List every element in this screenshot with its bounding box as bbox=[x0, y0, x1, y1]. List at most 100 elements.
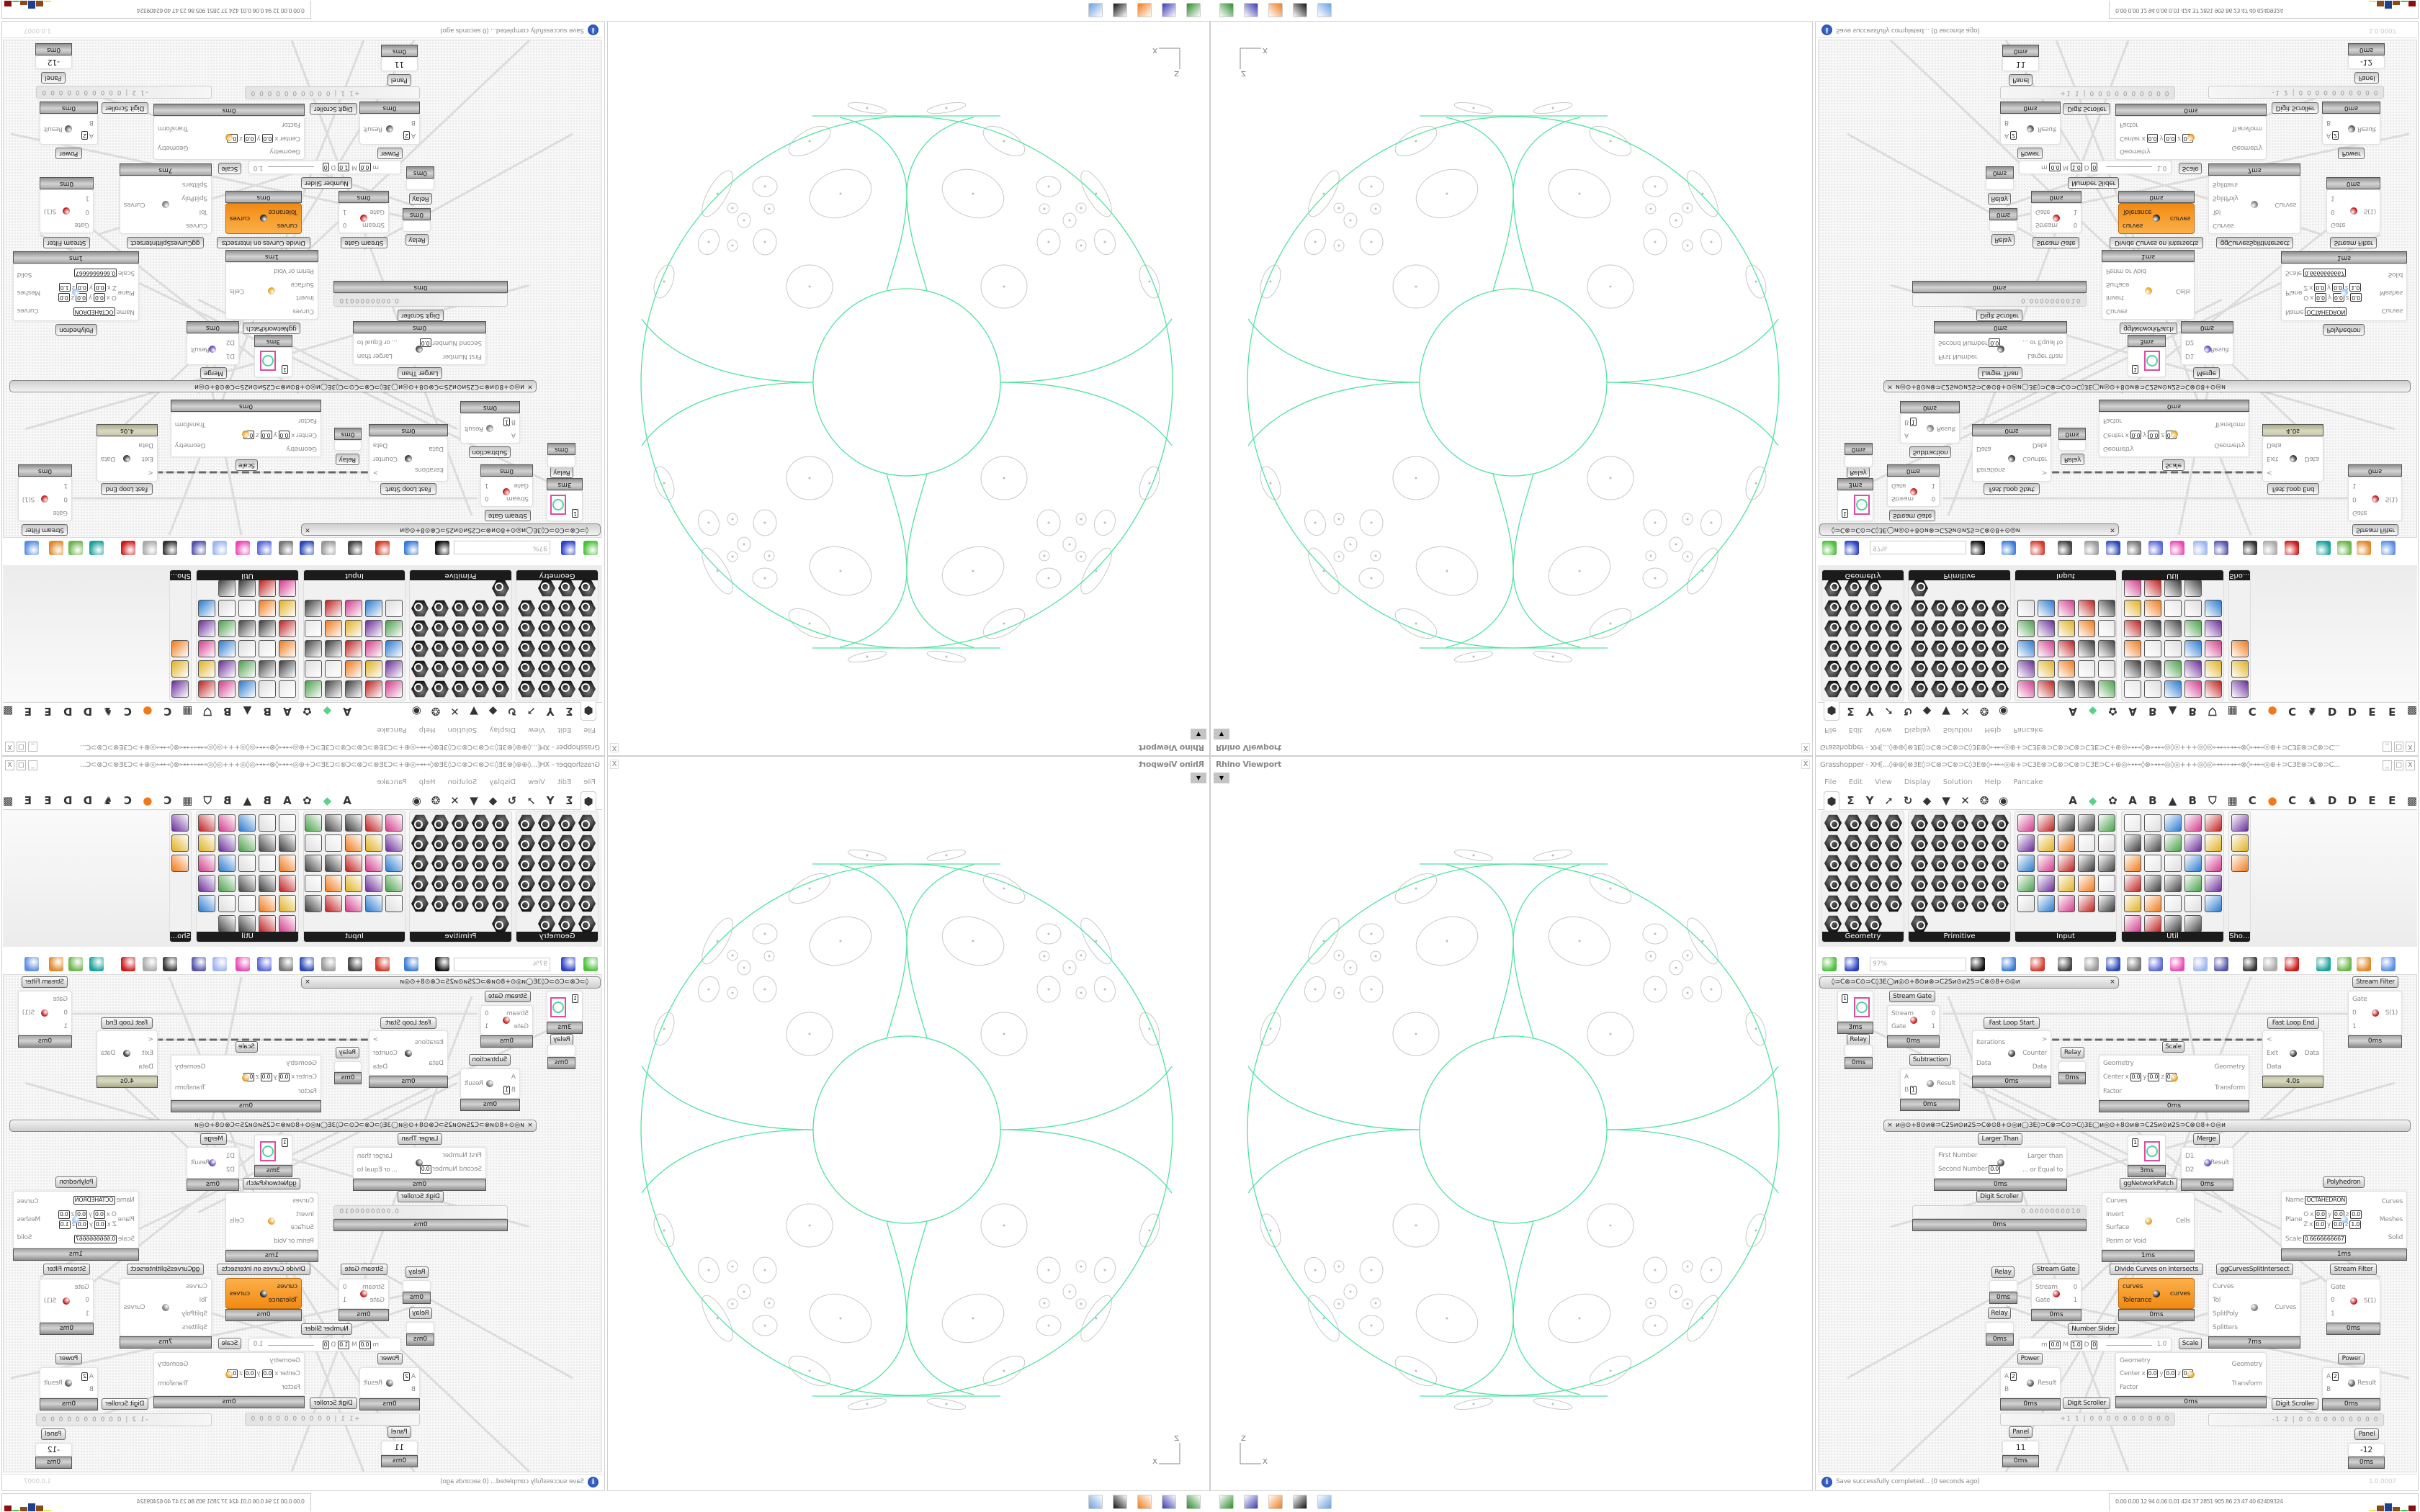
goggles-icon[interactable] bbox=[171, 814, 189, 832]
show-board-icon[interactable] bbox=[171, 855, 189, 872]
button-icon[interactable] bbox=[2038, 814, 2055, 832]
digit-scroller-scroller[interactable]: +1 1 | 0 0 0 0 0 0 0 0 0 0 bbox=[2000, 1413, 2175, 1426]
port[interactable]: > bbox=[373, 1036, 378, 1043]
panel-nickname[interactable]: Panel bbox=[2009, 1426, 2033, 1438]
power-component[interactable]: A 2 B Result bbox=[40, 1367, 98, 1398]
tab-d[interactable]: D bbox=[63, 705, 73, 718]
port[interactable]: Geometry bbox=[158, 1361, 188, 1368]
menu-edit[interactable]: Edit bbox=[557, 778, 572, 786]
data-path-icon[interactable] bbox=[411, 814, 429, 832]
relay-nickname[interactable]: Relay bbox=[409, 193, 432, 204]
digit-scroller-nickname[interactable]: Digit Scroller bbox=[2063, 103, 2110, 114]
fast-loop-end-component[interactable]: < Exit Data Data bbox=[2262, 1030, 2323, 1076]
field-icon[interactable] bbox=[1885, 834, 1902, 852]
digit-scroller-scroller[interactable]: 0.0000000010 bbox=[1912, 1205, 2087, 1219]
trigger-icon[interactable] bbox=[2144, 875, 2161, 892]
menu-help[interactable]: Help bbox=[1984, 726, 2002, 734]
toggle-value[interactable]: 1 bbox=[282, 365, 288, 374]
ribbon-panel-label[interactable]: Sho… bbox=[170, 932, 191, 942]
seven-icon[interactable] bbox=[2184, 855, 2202, 872]
port[interactable]: A bbox=[1904, 1074, 1917, 1081]
twisted-box-icon[interactable] bbox=[518, 640, 535, 657]
twisted-box-icon[interactable] bbox=[1885, 855, 1902, 872]
group-header[interactable]: ᴎ◎⊙+8⊙ᴎ⊗⊃C2Sᴎ⊙ᴎ2S⊃C⊗⊙8+⊙◎ᴎ◯3E◊⊃C⊗⊃C⊙⊃C◊3… bbox=[1883, 1120, 2411, 1132]
ggnetworkpatch-component[interactable]: Curves Invert Surface Perim or Void Cells bbox=[2102, 1192, 2195, 1250]
value-box[interactable]: 0.0 bbox=[260, 430, 272, 439]
digit-scroller-scroller[interactable]: 0.0000000010 bbox=[333, 1205, 508, 1219]
search-icon[interactable] bbox=[257, 541, 272, 555]
port[interactable]: Gate bbox=[75, 1284, 89, 1291]
mountain-tab-icon[interactable]: ▲ bbox=[2168, 705, 2177, 718]
preview-eye-icon[interactable] bbox=[404, 541, 418, 555]
number-slider-nickname[interactable]: Number Slider bbox=[301, 1323, 352, 1335]
port[interactable]: ... or Equal to bbox=[357, 339, 398, 346]
ggcurvessplitintersect-component[interactable]: Curves Tol SplitPoly Splitters Curves bbox=[120, 176, 212, 234]
box-icon[interactable] bbox=[578, 680, 596, 698]
port[interactable]: Meshes bbox=[2380, 1216, 2403, 1223]
stream-gate-nickname[interactable]: Stream Gate bbox=[485, 991, 531, 1002]
menu-solution[interactable]: Solution bbox=[447, 726, 478, 734]
stream-gate-nickname[interactable]: Stream Gate bbox=[341, 237, 387, 248]
ribbon-panel-label[interactable]: Input bbox=[304, 932, 405, 942]
text-icon[interactable] bbox=[492, 895, 509, 912]
digit-scroller-scroller[interactable]: +1 1 | 0 0 0 0 0 0 0 0 0 0 bbox=[245, 86, 420, 99]
port[interactable]: Surface bbox=[2106, 281, 2146, 288]
panel-component[interactable]: 11 bbox=[2002, 1441, 2039, 1455]
port[interactable]: Perim or Void bbox=[2106, 267, 2146, 274]
port[interactable]: S(1) bbox=[22, 1009, 35, 1017]
stream-gate-nickname[interactable]: Stream Gate bbox=[1889, 991, 1935, 1002]
shield-tab-icon[interactable]: ⛉ bbox=[2208, 794, 2217, 807]
import-3dm-icon[interactable] bbox=[385, 814, 403, 832]
digit-scroller-nickname[interactable]: Digit Scroller bbox=[2272, 102, 2318, 114]
file-path-icon[interactable] bbox=[431, 640, 449, 657]
ribbon-panel-label[interactable]: Sho… bbox=[2229, 570, 2250, 580]
canvas-image-icon[interactable] bbox=[279, 957, 293, 971]
face-icon[interactable] bbox=[1931, 600, 1948, 617]
toggle-component[interactable]: 1 bbox=[254, 1135, 292, 1165]
port[interactable]: Tolerance bbox=[2123, 208, 2151, 215]
sets-tab-icon[interactable]: Y bbox=[1865, 705, 1874, 718]
intersect-tab-icon[interactable]: ✕ bbox=[450, 705, 460, 718]
port[interactable]: Gate bbox=[75, 221, 89, 228]
port[interactable]: First Number bbox=[1938, 1152, 2000, 1159]
new-document-icon[interactable] bbox=[583, 541, 598, 555]
gha-icon[interactable] bbox=[2106, 957, 2120, 971]
port[interactable]: < bbox=[2267, 1036, 2281, 1043]
shield-tab-icon[interactable]: ⛉ bbox=[203, 794, 212, 807]
larger-than-nickname[interactable]: Larger Than bbox=[398, 367, 442, 379]
port[interactable]: < bbox=[2267, 469, 2281, 477]
xyz-icon[interactable] bbox=[2078, 834, 2095, 852]
sketch-icon[interactable] bbox=[2030, 957, 2045, 971]
number-slider[interactable]: m 0.0 M 1.0 D 0 1.0 bbox=[2019, 1338, 2172, 1351]
blue-sphere-icon[interactable] bbox=[24, 957, 39, 971]
port[interactable]: Tolerance bbox=[269, 208, 297, 215]
port[interactable]: B bbox=[2326, 1386, 2339, 1393]
goggles-2-icon[interactable] bbox=[2231, 834, 2249, 852]
relay-component[interactable] bbox=[406, 1322, 434, 1333]
show-board-icon[interactable] bbox=[171, 640, 189, 657]
port[interactable]: Tol bbox=[182, 1297, 207, 1304]
package-icon[interactable] bbox=[2170, 541, 2184, 555]
tree-image-icon[interactable] bbox=[279, 875, 296, 892]
string-icon[interactable] bbox=[1931, 855, 1948, 872]
pdb-icon[interactable] bbox=[365, 875, 382, 892]
port[interactable]: Data bbox=[101, 1050, 115, 1057]
port[interactable]: Result bbox=[1937, 1080, 1955, 1087]
zoom-extents-icon[interactable] bbox=[435, 541, 449, 555]
tab-a[interactable]: A bbox=[343, 705, 351, 718]
port[interactable]: curves bbox=[2170, 1290, 2190, 1297]
play-icon[interactable] bbox=[279, 660, 296, 678]
larger-than-nickname[interactable]: Larger Than bbox=[1978, 367, 2022, 379]
pencil-icon[interactable] bbox=[259, 855, 276, 872]
arrow-fwd-icon[interactable] bbox=[2144, 915, 2161, 932]
save-icon[interactable] bbox=[1845, 957, 1859, 971]
port[interactable]: Geometry bbox=[227, 148, 300, 155]
orange-circle-tab-icon[interactable]: ● bbox=[2267, 705, 2277, 718]
stream-gate-nickname[interactable]: Stream Gate bbox=[2033, 237, 2079, 248]
arc-icon[interactable] bbox=[538, 875, 555, 892]
knob-icon[interactable] bbox=[325, 855, 342, 872]
mesh-face-icon[interactable] bbox=[558, 600, 575, 617]
